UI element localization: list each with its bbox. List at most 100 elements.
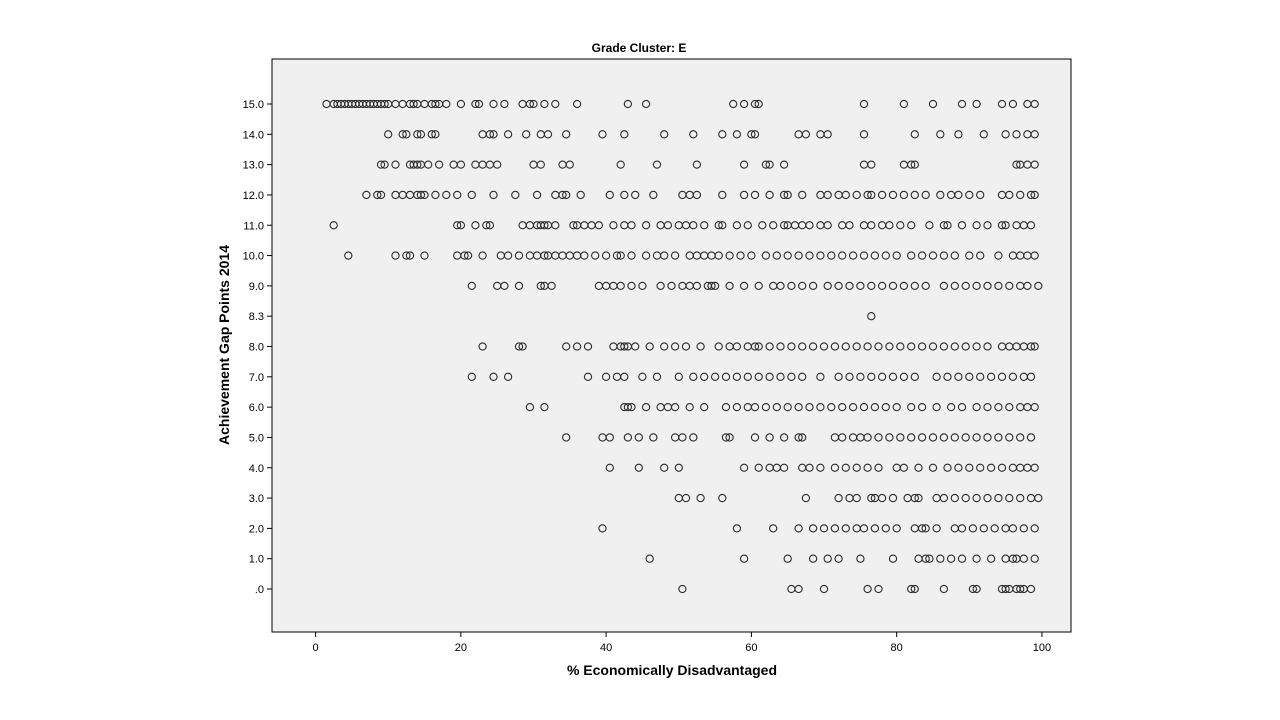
- data-point: [540, 402, 549, 412]
- data-point: [994, 402, 1003, 412]
- data-point: [870, 524, 880, 533]
- data-point: [761, 251, 771, 260]
- data-point: [489, 130, 498, 139]
- data-point: [986, 554, 996, 563]
- data-point: [1016, 433, 1025, 442]
- data-point: [736, 251, 745, 260]
- data-point: [522, 130, 531, 139]
- data-point: [877, 190, 887, 200]
- data-point: [845, 281, 854, 291]
- data-point: [852, 190, 861, 200]
- data-point: [888, 190, 898, 200]
- data-point: [954, 190, 963, 200]
- data-point: [583, 342, 593, 351]
- data-point: [856, 281, 865, 291]
- data-point: [907, 342, 916, 351]
- y-tick-label: 9.0: [249, 281, 264, 293]
- data-point: [823, 221, 832, 230]
- data-point: [536, 160, 545, 169]
- data-point: [634, 433, 643, 442]
- data-point: [994, 251, 1003, 260]
- data-point: [994, 493, 1003, 503]
- data-point: [739, 160, 749, 169]
- data-point: [798, 190, 807, 200]
- data-point: [867, 493, 876, 503]
- data-point: [1005, 190, 1014, 200]
- data-point: [562, 190, 571, 200]
- data-point: [634, 463, 643, 472]
- data-point: [976, 372, 985, 381]
- data-point: [442, 99, 451, 109]
- data-point: [732, 130, 742, 139]
- data-point: [1026, 221, 1036, 230]
- data-point: [779, 160, 789, 169]
- data-point: [700, 372, 709, 381]
- data-point: [725, 251, 734, 260]
- data-point: [511, 190, 520, 200]
- data-point: [471, 221, 480, 230]
- data-point: [997, 221, 1007, 230]
- data-point: [801, 493, 811, 503]
- data-point: [431, 190, 440, 200]
- data-point: [863, 190, 872, 200]
- y-tick-label: 10.0: [243, 251, 264, 263]
- data-point: [863, 342, 872, 351]
- data-point: [874, 584, 883, 594]
- data-point: [910, 493, 919, 503]
- data-point: [692, 190, 702, 200]
- data-point: [663, 221, 673, 230]
- data-point: [874, 463, 883, 472]
- data-point: [892, 402, 901, 412]
- data-point: [779, 221, 789, 230]
- data-point: [453, 221, 462, 230]
- data-point: [892, 251, 901, 260]
- data-point: [819, 584, 829, 594]
- data-point: [972, 554, 981, 563]
- data-point: [841, 190, 850, 200]
- y-tick-label: 8.3: [249, 311, 264, 323]
- data-point: [489, 99, 498, 109]
- x-tick-label: 100: [1033, 642, 1051, 654]
- data-point: [460, 251, 469, 260]
- data-point: [798, 433, 807, 442]
- data-point: [1030, 342, 1039, 351]
- data-point: [819, 524, 829, 533]
- data-point: [754, 281, 763, 291]
- data-point: [997, 372, 1007, 381]
- data-point: [787, 342, 796, 351]
- data-point: [957, 99, 967, 109]
- data-point: [885, 221, 894, 230]
- data-point: [714, 251, 723, 260]
- data-point: [972, 99, 981, 109]
- data-point: [794, 251, 803, 260]
- data-point: [754, 342, 763, 351]
- data-point: [867, 372, 876, 381]
- data-point: [914, 463, 923, 472]
- data-point: [1030, 524, 1039, 533]
- data-point: [569, 221, 578, 230]
- data-point: [907, 160, 916, 169]
- data-point: [921, 524, 930, 533]
- data-point: [983, 493, 992, 503]
- data-point: [867, 281, 876, 291]
- data-point: [739, 281, 749, 291]
- data-point: [838, 433, 847, 442]
- data-point: [925, 554, 934, 563]
- x-tick-label: 0: [313, 642, 319, 654]
- data-point: [798, 281, 807, 291]
- data-point: [667, 281, 676, 291]
- data-point: [772, 402, 781, 412]
- data-point: [616, 251, 625, 260]
- data-point: [910, 584, 919, 594]
- x-axis-label: % Economically Disadvantaged: [567, 662, 777, 678]
- data-point: [961, 342, 970, 351]
- x-tick-label: 20: [455, 642, 467, 654]
- data-point: [725, 433, 734, 442]
- data-point: [765, 160, 774, 169]
- data-point: [670, 402, 680, 412]
- data-point: [990, 524, 999, 533]
- data-point: [660, 342, 669, 351]
- x-tick-label: 40: [600, 642, 612, 654]
- data-point: [972, 402, 981, 412]
- data-point: [950, 281, 959, 291]
